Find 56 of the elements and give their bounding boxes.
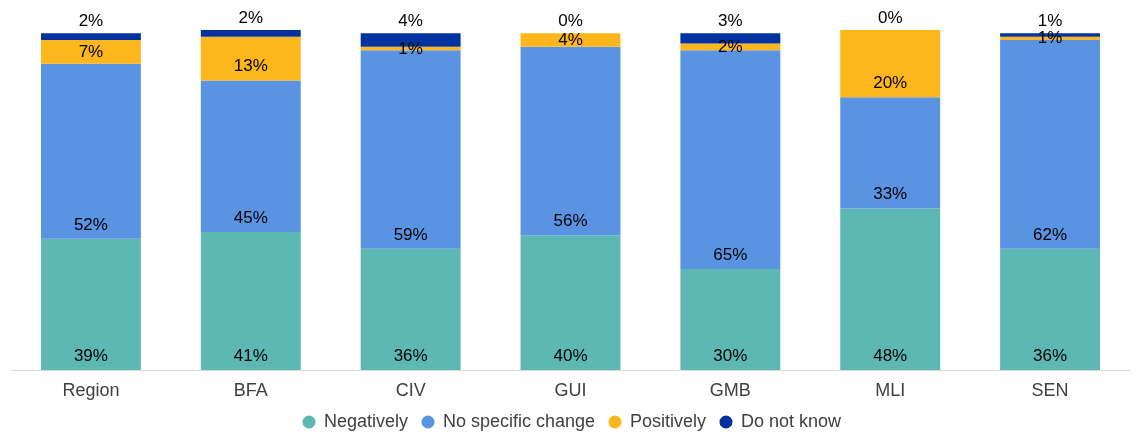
data-label: 1% [1037,11,1063,31]
data-label: 2% [238,8,264,27]
data-label: 30% [713,346,748,365]
bar [360,248,461,370]
data-label: 36% [393,346,428,365]
x-tick-label: GMB [709,379,751,400]
bar [200,30,301,37]
bar [520,235,621,370]
data-label: 3% [718,11,743,31]
x-tick-label: GUI [554,379,587,400]
data-label: 1% [398,38,423,58]
data-label: 65% [713,245,748,265]
bar [680,50,781,270]
bar [40,238,141,370]
data-label: 39% [73,346,108,365]
bar [840,30,941,98]
legend-label: No specific change [443,411,596,431]
data-label: 7% [78,41,104,61]
data-label: 4% [558,30,583,50]
legend-label: Positively [630,411,707,431]
data-label: 41% [233,346,268,365]
x-tick-label: SEN [1031,379,1069,400]
bar [200,80,301,232]
bar [1000,248,1101,370]
data-label: 56% [553,211,588,231]
data-label: 2% [78,11,104,31]
x-tick-label: BFA [233,379,268,400]
bar [680,269,781,370]
bar [520,33,621,47]
bar [40,33,141,41]
data-label: 13% [233,56,268,76]
legend-label: Negatively [324,411,409,431]
bar [840,97,941,209]
data-label: 0% [558,11,583,31]
data-label: 45% [233,207,268,227]
data-label: 62% [1033,224,1068,244]
bar [40,63,141,239]
x-tick-label: Region [62,379,120,400]
data-label: 52% [73,214,108,234]
data-label: 0% [877,8,903,27]
data-label: 48% [873,346,908,365]
data-label: 4% [398,11,423,31]
bar [40,40,141,64]
bar [520,46,621,236]
data-label: 40% [553,346,588,365]
x-tick-label: CIV [395,379,426,400]
data-label: 20% [873,73,908,93]
data-label: 1% [1037,28,1063,48]
data-label: 33% [873,184,908,204]
x-tick-label: MLI [875,379,906,400]
legend-label: Do not know [741,411,843,431]
data-label: 36% [1033,346,1068,365]
bar [840,208,941,370]
bar [200,36,301,81]
bar [200,231,301,370]
data-label: 59% [393,224,428,244]
